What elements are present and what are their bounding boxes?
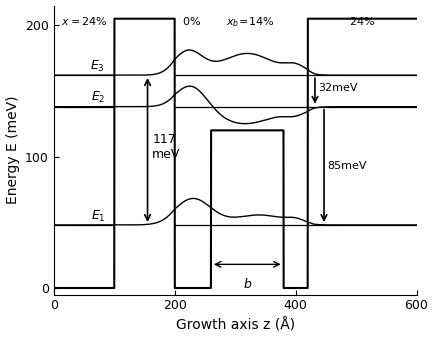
Text: 32meV: 32meV bbox=[318, 83, 358, 93]
Text: $E_1$: $E_1$ bbox=[91, 209, 105, 224]
Text: $E_3$: $E_3$ bbox=[90, 59, 105, 74]
Text: $E_2$: $E_2$ bbox=[91, 90, 105, 105]
Y-axis label: Energy E (meV): Energy E (meV) bbox=[6, 96, 20, 204]
Text: $24\%$: $24\%$ bbox=[349, 15, 375, 27]
Text: $b$: $b$ bbox=[243, 277, 252, 291]
X-axis label: Growth axis z (Å): Growth axis z (Å) bbox=[176, 318, 295, 333]
Text: $x=24\%$: $x=24\%$ bbox=[61, 15, 107, 27]
Text: 117
meV: 117 meV bbox=[152, 134, 181, 162]
Text: $0\%$: $0\%$ bbox=[182, 15, 201, 27]
Text: 85meV: 85meV bbox=[327, 161, 367, 171]
Text: $x_b\!=\!14\%$: $x_b\!=\!14\%$ bbox=[226, 15, 274, 28]
